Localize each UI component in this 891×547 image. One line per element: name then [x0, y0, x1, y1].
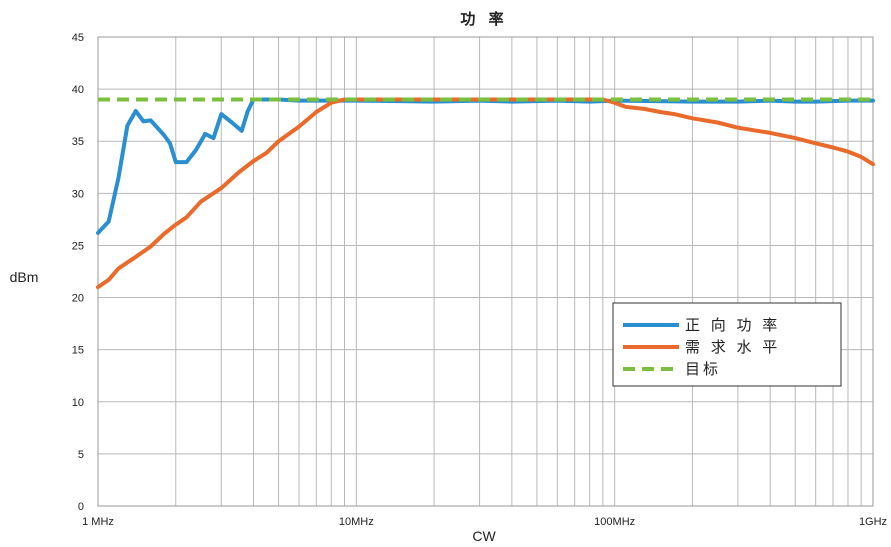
- chart-grid: [97, 36, 874, 507]
- legend: 正 向 功 率需 求 水 平目标: [612, 302, 842, 387]
- x-tick-label: 10MHz: [339, 516, 374, 528]
- y-axis-title: dBm: [10, 269, 39, 285]
- plot-border: [97, 36, 874, 507]
- y-tick-label: 10: [72, 397, 84, 409]
- y-tick-label: 0: [78, 501, 84, 513]
- series-line-1: [96, 97, 875, 235]
- legend-label: 目标: [685, 360, 721, 378]
- x-tick-label: 1 MHz: [82, 516, 114, 528]
- y-tick-label: 15: [72, 345, 84, 357]
- legend-label: 正 向 功 率: [685, 316, 780, 334]
- x-tick-label: 1GHz: [859, 516, 887, 528]
- y-tick-label: 35: [72, 136, 84, 148]
- chart-title: 功 率: [460, 10, 507, 28]
- y-tick-label: 30: [72, 188, 84, 200]
- y-tick-label: 40: [72, 84, 84, 96]
- x-axis-title: CW: [472, 528, 496, 544]
- legend-box: [612, 302, 842, 387]
- y-tick-label: 5: [78, 449, 84, 461]
- legend-label: 需 求 水 平: [685, 338, 780, 356]
- y-tick-label: 45: [72, 32, 84, 44]
- y-tick-label: 20: [72, 293, 84, 305]
- x-tick-label: 100MHz: [594, 516, 635, 528]
- series-line-2: [96, 97, 875, 290]
- y-tick-label: 25: [72, 240, 84, 252]
- series-layer: [96, 97, 875, 290]
- axis-labels: 0 5 10 15 20 25 30 35 40 45 1 MHz 10MHz 100MHz 1GHz: [72, 32, 887, 528]
